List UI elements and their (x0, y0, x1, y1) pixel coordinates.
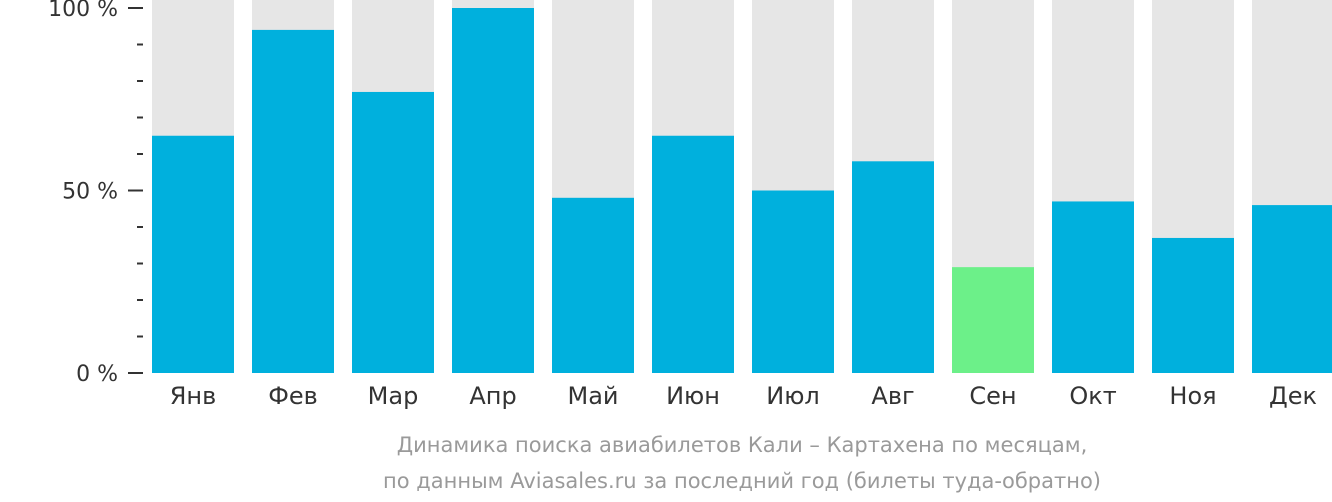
x-tick-label-6: Июл (766, 382, 820, 410)
x-tick-label-2: Мар (368, 382, 419, 410)
data-bars (152, 8, 1332, 374)
chart-caption-line-1: Динамика поиска авиабилетов Кали – Карта… (397, 433, 1088, 457)
bar-5 (652, 135, 734, 373)
bar-8 (952, 267, 1034, 373)
x-tick-label-8: Сен (969, 382, 1016, 410)
bar-6 (752, 190, 834, 373)
y-tick-label-0: 0 % (76, 362, 118, 387)
bar-1 (252, 29, 334, 374)
x-tick-label-0: Янв (170, 382, 217, 410)
x-tick-label-7: Авг (871, 382, 914, 410)
x-tick-label-9: Окт (1069, 382, 1116, 410)
x-tick-label-3: Апр (469, 382, 516, 410)
x-tick-label-10: Ноя (1169, 382, 1216, 410)
bar-11 (1252, 205, 1332, 373)
y-tick-label-1: 50 % (62, 180, 118, 205)
bar-0 (152, 135, 234, 373)
chart-caption-line-2: по данным Aviasales.ru за последний год … (383, 469, 1101, 493)
x-tick-label-4: Май (567, 382, 618, 410)
x-tick-label-11: Дек (1269, 382, 1317, 410)
bar-9 (1052, 201, 1134, 373)
bar-4 (552, 197, 634, 373)
bar-2 (352, 91, 434, 373)
x-axis-labels: Янв Фев Мар Апр Май Июн Июл Авг Сен Окт Ноя Дек (170, 382, 1317, 410)
x-tick-label-1: Фев (268, 382, 318, 410)
bar-3 (452, 8, 534, 373)
x-tick-label-5: Июн (666, 382, 720, 410)
y-axis: 0 % 50 % 100 % (48, 0, 143, 387)
bar-7 (852, 161, 934, 373)
bar-10 (1152, 237, 1234, 373)
y-tick-label-2: 100 % (48, 0, 118, 22)
